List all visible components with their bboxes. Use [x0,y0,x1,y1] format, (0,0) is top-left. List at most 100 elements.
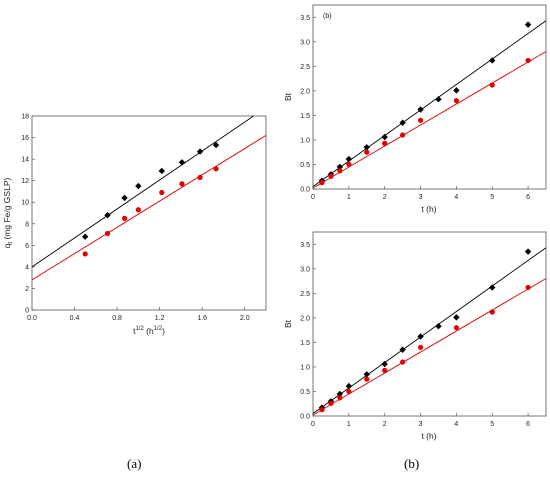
y-tick-label: 3.0 [300,266,310,273]
y-tick-label: 8 [25,221,29,228]
data-point-circle [489,82,495,88]
data-point-diamond [81,233,89,240]
x-tick-label: 1 [347,421,351,428]
data-point-diamond [135,182,142,190]
x-tick-label: 5 [490,194,494,201]
x-axis-label: t (h) [421,204,436,214]
data-point-diamond [104,211,111,219]
plot-frame [312,4,547,190]
data-point-diamond [336,390,344,398]
y-tick-label: 2 [25,286,29,293]
x-tick-label: 5 [490,421,494,428]
data-point-circle [382,140,388,146]
y-tick-label: 14 [21,157,29,164]
data-point-diamond [399,346,406,353]
data-point-circle [82,251,88,257]
data-point-circle [525,57,531,64]
data-point-circle [319,407,325,413]
data-point-circle [179,181,185,187]
plot-frame [312,231,547,417]
data-point-diamond [345,382,353,390]
data-point-circle [213,166,219,172]
fit-lines [31,115,267,281]
x-tick-label: 6 [526,194,530,201]
x-tick-label: 2 [383,421,387,428]
data-point-circle [346,388,352,395]
data-point-diamond [435,96,442,103]
data-point-diamond [435,323,442,330]
x-tick-label: 3 [419,194,423,201]
data-point-circle [453,325,459,331]
data-points [318,21,532,186]
caption-b: (b) [404,456,420,471]
y-tick-label: 2.5 [300,291,310,298]
y-tick-label: 0.0 [300,414,310,421]
data-point-circle [382,367,388,373]
y-tick-label: 1.0 [300,364,310,371]
data-point-circle [400,132,406,138]
data-point-diamond [381,133,388,141]
data-point-circle [453,98,459,104]
data-point-circle [489,309,495,315]
x-tick-label: 2.0 [240,315,250,322]
chart-a: 0.0 0.4 0.8 1.2 1.6 2.0 0 2 4 6 8 10 12 14 16 18 t1/2 (… [2,114,267,336]
data-point-diamond [524,248,532,255]
x-tick-label: 0 [311,421,315,428]
y-axis-label: Bt [283,92,293,101]
y-tick-label: 3.5 [300,242,310,249]
data-point-diamond [524,21,532,28]
data-point-diamond [345,155,353,163]
data-point-diamond [381,360,388,368]
y-tick-label: 0.5 [300,162,310,169]
y-tick-label: 18 [21,114,29,121]
x-axis-label: t1/2 (h1/2) [133,326,165,336]
y-tick-label: 6 [25,243,29,250]
data-point-circle [319,180,325,186]
data-point-circle [337,395,343,401]
data-point-diamond [363,144,370,151]
x-tick-label: 1.6 [197,315,207,322]
data-point-circle [328,400,334,406]
data-point-diamond [489,57,496,64]
tick-marks: 0.0 0.4 0.8 1.2 1.6 2.0 0 2 4 6 8 10 12 14 16 18 [21,114,249,323]
data-point-diamond [417,106,424,113]
y-tick-label: 1.5 [300,340,310,347]
data-point-circle [159,189,165,196]
data-point-diamond [363,371,370,378]
x-tick-label: 4 [454,421,458,428]
caption-a: (a) [127,456,142,471]
x-tick-label: 0.0 [27,315,37,322]
tick-marks: 0 1 2 3 4 5 6 0.0 0.5 1.0 1.5 2.0 2.5 3.0 3.5 [300,242,530,428]
fit-line-series-2 [312,278,547,416]
y-tick-label: 16 [21,135,29,142]
data-point-diamond [212,141,220,149]
x-axis-label: t (h) [421,431,436,441]
y-tick-label: 10 [21,200,29,207]
chart-b-bottom: 0 1 2 3 4 5 6 0.0 0.5 1.0 1.5 2.0 2.5 3.0 3.5 t (h) Bt [283,231,547,441]
data-point-diamond [489,284,496,291]
panel-label: (b) [323,13,332,20]
fit-line-series-1 [31,115,254,268]
y-tick-label: 2.0 [300,315,310,322]
y-tick-label: 0.5 [300,389,310,396]
data-point-circle [417,344,424,350]
y-tick-label: 1.5 [300,113,310,120]
data-point-diamond [336,163,344,171]
data-point-circle [337,168,343,174]
y-tick-label: 4 [25,264,29,271]
data-point-diamond [417,333,424,340]
y-tick-label: 12 [21,178,29,185]
data-point-circle [104,230,111,237]
x-tick-label: 4 [454,194,458,201]
data-point-circle [121,215,128,221]
data-point-circle [364,376,370,382]
data-point-diamond [121,194,128,202]
y-axis-label: Bt [283,319,293,328]
data-point-circle [328,173,334,179]
data-point-circle [346,161,352,168]
y-tick-label: 0 [25,308,29,315]
y-tick-label: 2.5 [300,64,310,71]
data-point-circle [525,284,531,291]
data-point-circle [417,117,424,123]
plot-frame [31,115,267,311]
